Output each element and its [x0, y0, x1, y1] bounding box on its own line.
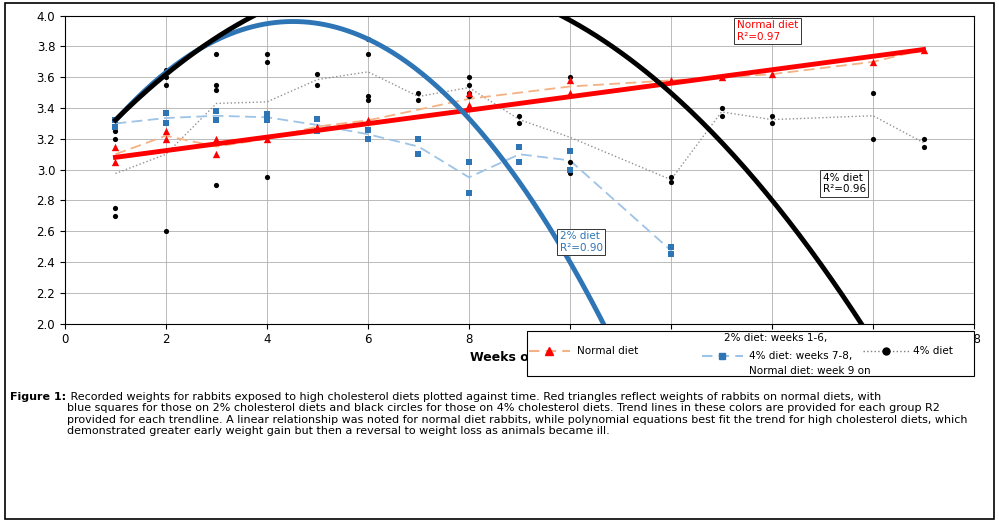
Point — [108, 116, 124, 125]
Point — [663, 250, 679, 258]
Point — [511, 112, 527, 120]
Point — [158, 227, 174, 235]
Point — [209, 135, 225, 143]
Point — [663, 173, 679, 182]
Point — [411, 135, 427, 143]
Point — [865, 58, 881, 66]
Point — [108, 212, 124, 220]
Text: Recorded weights for rabbits exposed to high cholesterol diets plotted against t: Recorded weights for rabbits exposed to … — [67, 392, 967, 436]
Point — [259, 110, 275, 118]
Point — [259, 173, 275, 182]
Point — [209, 116, 225, 125]
Text: Figure 1:: Figure 1: — [10, 392, 66, 401]
Point — [259, 58, 275, 66]
Text: 4% diet: 4% diet — [913, 346, 953, 356]
Point — [865, 89, 881, 97]
Point — [209, 50, 225, 58]
Point — [562, 169, 578, 177]
Point — [562, 73, 578, 81]
Point — [108, 204, 124, 212]
Point — [360, 125, 376, 134]
Point — [461, 188, 477, 197]
Point — [158, 127, 174, 135]
Point — [209, 86, 225, 94]
Point — [461, 89, 477, 97]
Text: 2% diet: weeks 1-6,: 2% diet: weeks 1-6, — [724, 333, 828, 343]
Text: 4% diet: weeks 7-8,: 4% diet: weeks 7-8, — [749, 351, 853, 361]
Point — [108, 135, 124, 143]
Point — [310, 127, 326, 135]
Point — [915, 45, 931, 54]
Point — [461, 89, 477, 97]
Point — [411, 150, 427, 159]
Point — [511, 143, 527, 151]
Point — [158, 73, 174, 81]
Point — [259, 109, 275, 117]
Point — [360, 135, 376, 143]
Point — [562, 147, 578, 156]
Point — [764, 120, 780, 128]
Point — [915, 135, 931, 143]
Point — [259, 116, 275, 125]
Point — [108, 122, 124, 130]
Point — [108, 158, 124, 166]
Point — [663, 242, 679, 251]
X-axis label: Weeks on diet: Weeks on diet — [470, 351, 569, 364]
Text: Normal diet: Normal diet — [576, 346, 638, 356]
Point — [663, 178, 679, 186]
Point — [865, 135, 881, 143]
Point — [209, 181, 225, 189]
Point — [310, 81, 326, 89]
Point — [310, 122, 326, 130]
Point — [461, 158, 477, 166]
Point — [461, 81, 477, 89]
Point — [764, 70, 780, 78]
Point — [310, 70, 326, 78]
Point — [713, 73, 729, 81]
Point — [158, 65, 174, 74]
Point — [713, 112, 729, 120]
Point — [158, 109, 174, 117]
Point — [360, 50, 376, 58]
Point — [461, 101, 477, 109]
Point — [108, 143, 124, 151]
Text: Normal diet: week 9 on: Normal diet: week 9 on — [749, 366, 871, 376]
Point — [158, 135, 174, 143]
Point — [915, 143, 931, 151]
Point — [411, 89, 427, 97]
Point — [562, 158, 578, 166]
Text: 2% diet
R²=0.90: 2% diet R²=0.90 — [559, 231, 602, 253]
Point — [259, 50, 275, 58]
Point — [259, 135, 275, 143]
Point — [663, 76, 679, 85]
Text: Normal diet
R²=0.97: Normal diet R²=0.97 — [736, 20, 798, 42]
Point — [209, 150, 225, 159]
Point — [360, 91, 376, 100]
Point — [209, 107, 225, 115]
Point — [158, 120, 174, 128]
Point — [461, 91, 477, 100]
Text: 4% diet
R²=0.96: 4% diet R²=0.96 — [822, 173, 866, 194]
Point — [310, 115, 326, 123]
Point — [108, 127, 124, 135]
Point — [360, 34, 376, 43]
Point — [158, 81, 174, 89]
Point — [562, 89, 578, 97]
Point — [511, 158, 527, 166]
Point — [562, 165, 578, 174]
Point — [764, 112, 780, 120]
Point — [461, 73, 477, 81]
Point — [411, 96, 427, 104]
Point — [562, 76, 578, 85]
Point — [360, 96, 376, 104]
Point — [511, 120, 527, 128]
Point — [360, 116, 376, 125]
FancyBboxPatch shape — [526, 331, 974, 376]
Point — [713, 104, 729, 112]
Point — [209, 81, 225, 89]
